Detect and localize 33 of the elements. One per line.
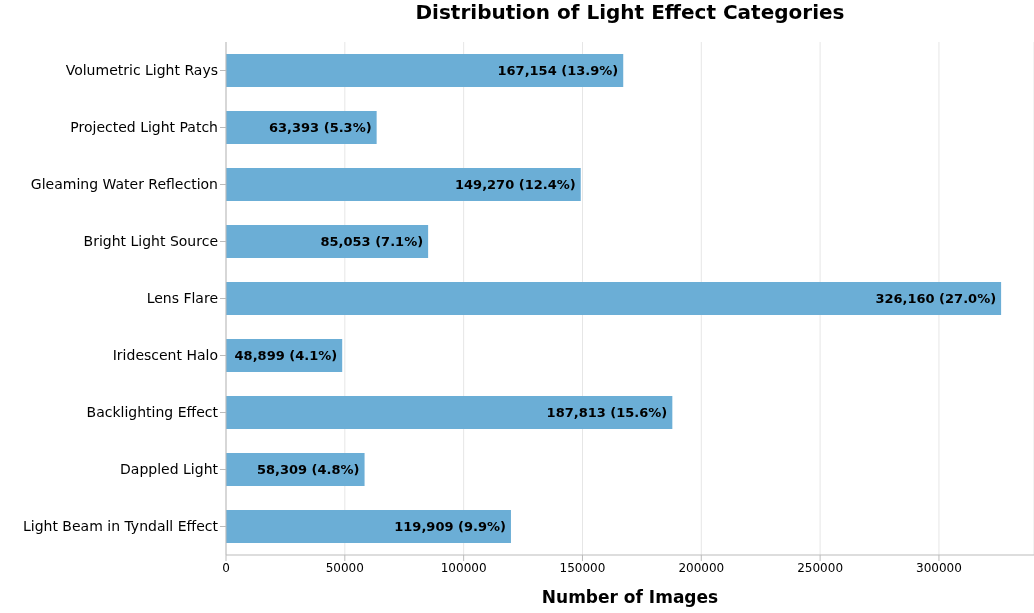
bar <box>226 509 511 543</box>
x-tick-label: 250000 <box>797 560 844 575</box>
x-axis-title: Number of Images <box>541 587 719 607</box>
y-tick-label: Projected Light Patch <box>70 119 218 136</box>
y-tick-label: Light Beam in Tyndall Effect <box>22 518 219 535</box>
bar <box>226 281 1002 315</box>
bar <box>226 224 429 258</box>
y-tick-label: Gleaming Water Reflection <box>30 176 218 193</box>
x-tick-label: 0 <box>222 560 230 575</box>
y-tick-label: Lens Flare <box>146 290 218 307</box>
chart-title: Distribution of Light Effect Categories <box>414 0 846 24</box>
data-label: 187,813 (15.6%) <box>546 405 668 421</box>
y-tick-label: Bright Light Source <box>83 233 218 250</box>
y-tick-label: Iridescent Halo <box>112 347 218 364</box>
y-tick-label: Backlighting Effect <box>86 404 219 421</box>
data-label: 326,160 (27.0%) <box>875 291 997 307</box>
data-label: 63,393 (5.3%) <box>269 120 372 136</box>
x-tick-label: 300000 <box>916 560 962 575</box>
x-tick-label: 200000 <box>678 560 725 575</box>
bar <box>226 395 673 429</box>
data-label: 85,053 (7.1%) <box>320 234 424 250</box>
bar <box>226 53 624 87</box>
data-label: 58,309 (4.8%) <box>256 462 360 478</box>
y-tick-label: Volumetric Light Rays <box>65 62 218 79</box>
bar <box>226 167 581 201</box>
x-tick-label: 50000 <box>325 560 364 575</box>
x-tick-label: 150000 <box>559 560 606 575</box>
data-label: 119,909 (9.9%) <box>394 519 506 535</box>
x-tick-label: 100000 <box>440 560 487 575</box>
data-label: 149,270 (12.4%) <box>455 177 576 193</box>
data-label: 167,154 (13.9%) <box>497 63 619 79</box>
data-label: 48,899 (4.1%) <box>234 348 338 364</box>
y-tick-label: Dappled Light <box>120 461 219 478</box>
